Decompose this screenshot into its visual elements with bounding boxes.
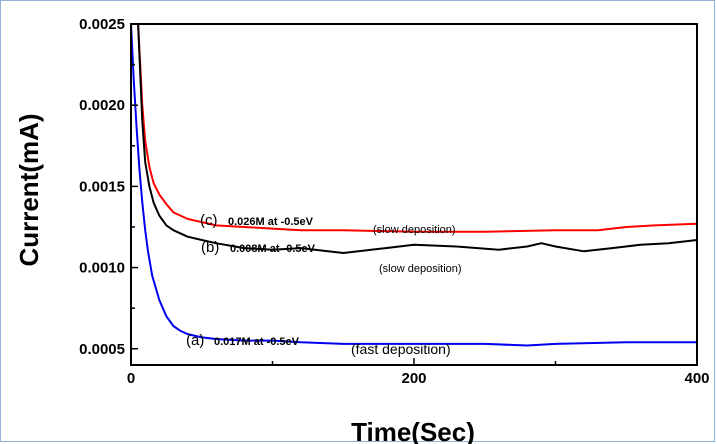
x-tick-label: 400	[684, 370, 709, 387]
y-tick-label: 0.0005	[79, 341, 125, 358]
series-line-c	[137, 23, 698, 233]
annotation-a-label: 0.017M at -0.5eV	[214, 336, 300, 348]
y-tick-label: 0.0025	[79, 16, 125, 33]
series-line-b	[137, 23, 698, 254]
x-axis-title: Time(Sec)	[351, 417, 475, 444]
annotation-a-note: (fast deposition)	[351, 341, 451, 357]
annotation-b-label: 0.008M at -0.5eV	[230, 243, 316, 255]
plot-area	[130, 23, 698, 366]
x-tick-label: 200	[401, 370, 426, 387]
annotation-c-prefix: (c)	[200, 212, 218, 229]
annotation-b-prefix: (b)	[201, 239, 219, 256]
annotation-c-note: (slow deposition)	[373, 224, 456, 236]
annotation-a-prefix: (a)	[186, 332, 204, 349]
series-line-a	[130, 23, 697, 347]
y-tick-label: 0.0010	[79, 260, 125, 277]
y-axis-title: Current(mA)	[14, 113, 44, 266]
x-tick-label: 0	[127, 370, 135, 387]
annotation-c-label: 0.026M at -0.5eV	[228, 216, 314, 228]
y-tick-label: 0.0020	[79, 97, 125, 114]
y-tick-label: 0.0015	[79, 178, 125, 195]
annotation-b-note: (slow deposition)	[379, 263, 462, 275]
